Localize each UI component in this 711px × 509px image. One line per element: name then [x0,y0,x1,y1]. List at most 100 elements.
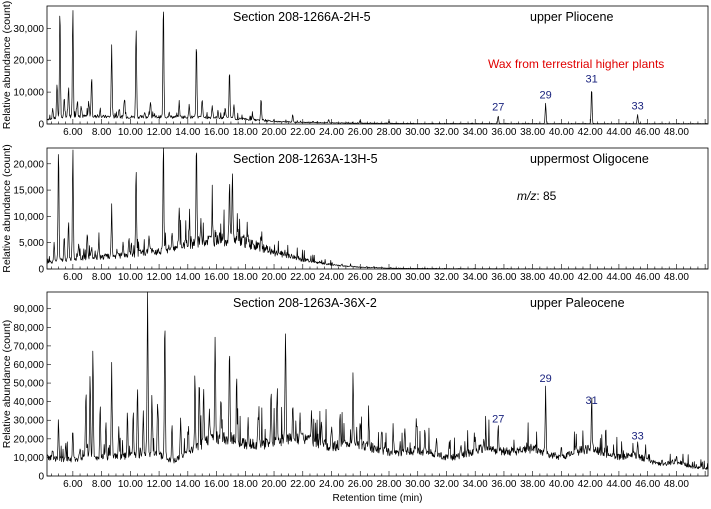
x-tick-label: 6.00 [63,479,83,490]
x-tick-label: 6.00 [63,272,83,283]
x-tick-label: 44.00 [606,127,631,138]
x-tick-label: 24.00 [319,479,344,490]
x-tick-label: 18.00 [233,272,258,283]
y-tick-label: 50,000 [13,379,44,390]
x-tick-label: 20.00 [262,272,287,283]
panel-upper-pliocene: 6.00 8.00 10.00 12.00 14.00 16.00 18.00 20.00 22… [1,1,709,138]
x-tick-label: 16.00 [204,127,229,138]
x-tick-label: 14.00 [175,272,200,283]
y-axis-label: Relative abundance (count) [1,320,13,448]
y-tick-label: 20,000 [13,159,44,170]
x-tick-label: 24.00 [319,272,344,283]
y-tick-label: 5,000 [19,238,44,249]
x-tick-label: 38.00 [520,479,545,490]
x-tick-label: 14.00 [175,479,200,490]
peak-label-29: 29 [539,89,551,101]
x-tick-label: 12.00 [147,272,172,283]
mz-label: m/z [517,189,536,203]
x-tick-label: 10.00 [118,127,143,138]
y-tick-label: 40,000 [13,397,44,408]
annotation-mz: m/z: 85 [517,189,557,203]
x-tick-label: 42.00 [578,272,603,283]
x-tick-label: 12.00 [147,127,172,138]
x-tick-label: 44.00 [606,272,631,283]
y-axis-label: Relative abundance (count) [1,144,13,272]
y-tick-label: 15,000 [13,186,44,197]
x-tick-label: 18.00 [233,127,258,138]
panel-subtitle: upper Pliocene [530,10,613,24]
x-tick-label: 36.00 [491,479,516,490]
x-tick-label: 6.00 [63,127,83,138]
x-tick-label: 26.00 [348,479,373,490]
x-tick-label: 16.00 [204,272,229,283]
y-tick-label: 70,000 [13,341,44,352]
y-tick-label: 90,000 [13,304,44,315]
x-tick-label: 26.00 [348,127,373,138]
x-tick-label: 8.00 [92,479,112,490]
x-tick-label: 40.00 [549,479,574,490]
y-tick-label: 30,000 [13,24,44,35]
x-tick-label: 28.00 [376,272,401,283]
x-tick-label: 16.00 [204,479,229,490]
x-tick-label: 20.00 [262,127,287,138]
x-tick-label: 10.00 [118,479,143,490]
peak-label-31: 31 [585,395,597,407]
x-tick-label: 32.00 [434,272,459,283]
peak-label-29: 29 [539,373,551,385]
x-tick-label: 38.00 [520,272,545,283]
plot-frame [46,147,709,270]
panel-subtitle: upper Paleocene [530,296,625,310]
plot-frame [46,5,709,125]
x-tick-label: 18.00 [233,479,258,490]
panel-title: Section 208-1263A-36X-2 [233,296,377,310]
y-tick-label: 60,000 [13,360,44,371]
y-tick-label: 10,000 [13,212,44,223]
y-tick-label: 10,000 [13,88,44,99]
chromatogram-trace [46,147,709,270]
x-tick-label: 46.00 [635,479,660,490]
y-tick-label: 20,000 [13,434,44,445]
plot-frame [46,291,709,477]
panel-title: Section 208-1263A-13H-5 [233,152,378,166]
x-tick-label: 32.00 [434,127,459,138]
x-tick-label: 8.00 [92,272,112,283]
annotation-wax: Wax from terrestrial higher plants [488,57,664,71]
x-tick-label: 34.00 [463,127,488,138]
x-tick-label: 38.00 [520,127,545,138]
peak-label-31: 31 [585,73,597,85]
x-tick-label: 14.00 [175,127,200,138]
x-tick-label: 8.00 [92,127,112,138]
x-tick-label: 22.00 [290,479,315,490]
x-tick-label: 20.00 [262,479,287,490]
x-tick-label: 22.00 [290,127,315,138]
x-tick-label: 26.00 [348,272,373,283]
x-tick-label: 46.00 [635,127,660,138]
x-tick-label: 42.00 [578,127,603,138]
mz-value: : 85 [536,189,556,203]
x-tick-label: 34.00 [463,479,488,490]
panel-uppermost-oligocene: 6.00 8.00 10.00 12.00 14.00 16.00 18.00 20.00 22… [1,144,709,283]
x-tick-label: 48.00 [664,127,689,138]
x-tick-label: 46.00 [635,272,660,283]
chromatogram-trace [46,291,709,470]
y-axis-label: Relative abundance (count) [1,1,13,129]
panel-upper-paleocene: 6.00 8.00 10.00 12.00 14.00 16.00 18.00 20.00 22… [1,291,709,504]
x-tick-label: 34.00 [463,272,488,283]
peak-label-27: 27 [492,414,504,426]
x-tick-label: 30.00 [405,479,430,490]
peak-label-33: 33 [631,100,643,112]
x-tick-label: 30.00 [405,127,430,138]
panel-title: Section 208-1266A-2H-5 [233,10,371,24]
x-axis-label: Retention time (min) [332,493,422,504]
y-tick-label: 10,000 [13,453,44,464]
y-tick-label: 0 [38,265,44,276]
x-tick-label: 10.00 [118,272,143,283]
x-tick-label: 36.00 [491,127,516,138]
x-tick-label: 40.00 [549,272,574,283]
x-tick-label: 28.00 [376,127,401,138]
x-tick-label: 24.00 [319,127,344,138]
x-tick-label: 32.00 [434,479,459,490]
panel-subtitle: uppermost Oligocene [530,152,649,166]
x-tick-label: 48.00 [664,272,689,283]
